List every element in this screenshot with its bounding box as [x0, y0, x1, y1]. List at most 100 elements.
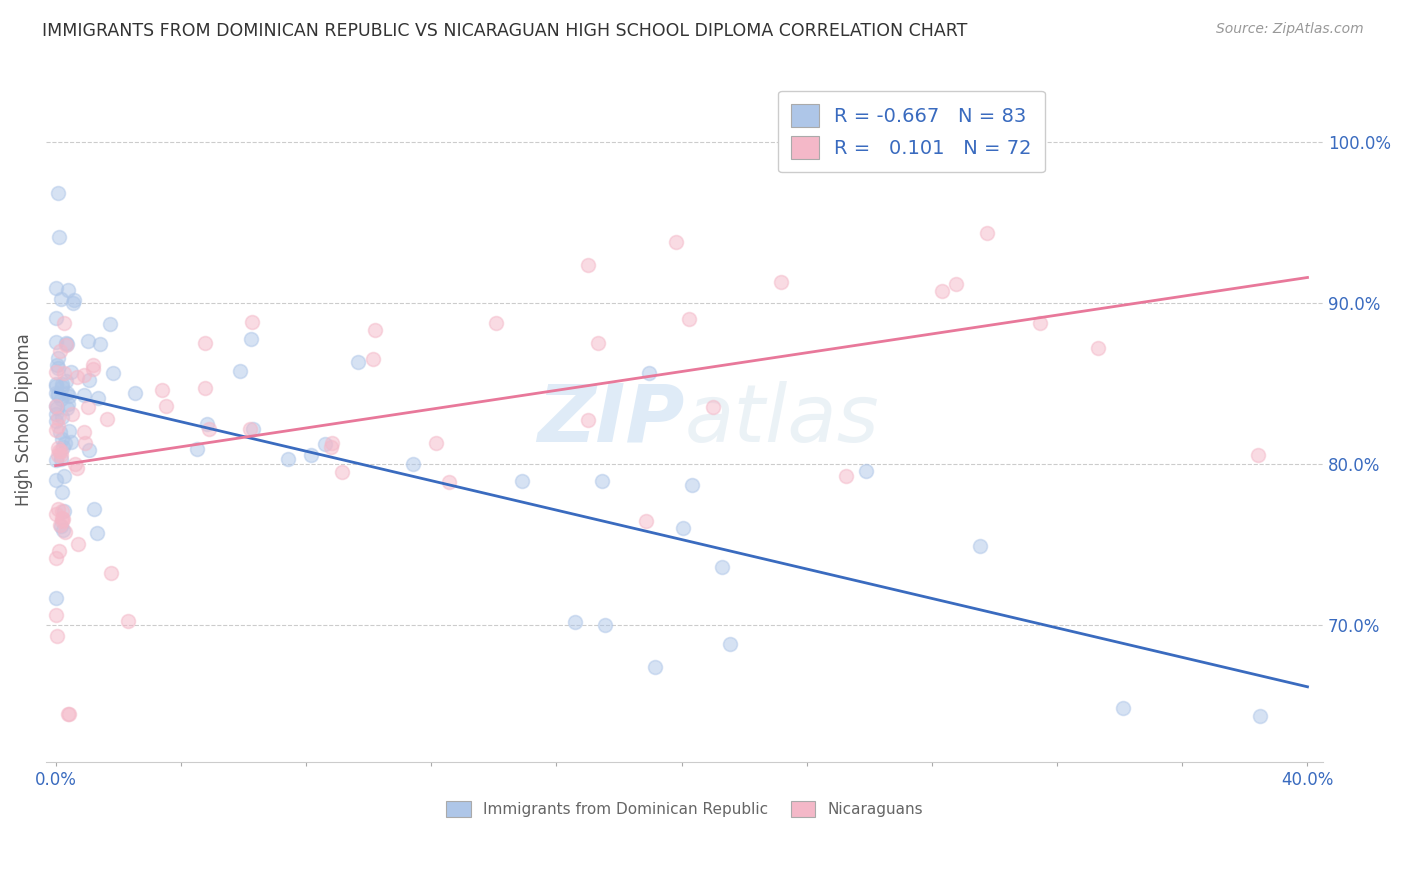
Point: [86, 526, 108, 541]
Point: [55, 374, 77, 388]
Point: [52, 468, 75, 483]
Point: [51, 432, 73, 446]
Text: ZIP: ZIP: [537, 381, 685, 459]
Point: [1029, 316, 1052, 330]
Point: [49, 344, 72, 359]
Point: [48, 544, 70, 558]
Point: [45, 379, 67, 393]
Point: [835, 469, 858, 483]
Point: [45, 607, 67, 622]
Point: [51, 410, 73, 425]
Point: [45, 473, 67, 487]
Point: [45, 358, 67, 372]
Point: [46, 502, 69, 516]
Point: [665, 235, 688, 249]
Point: [194, 381, 217, 395]
Point: [48, 229, 70, 244]
Point: [588, 336, 610, 351]
Point: [76, 334, 98, 348]
Point: [240, 315, 263, 329]
Point: [56, 283, 79, 297]
Point: [51, 443, 73, 458]
Point: [564, 615, 586, 629]
Point: [931, 284, 953, 298]
Point: [239, 422, 262, 436]
Point: [718, 638, 741, 652]
Point: [55, 525, 77, 540]
Legend: Immigrants from Dominican Republic, Nicaraguans: Immigrants from Dominican Republic, Nica…: [440, 795, 929, 823]
Point: [319, 440, 342, 454]
Point: [98, 317, 121, 331]
Point: [45, 591, 67, 606]
Point: [96, 412, 118, 426]
Point: [48, 351, 70, 365]
Point: [1247, 448, 1270, 462]
Point: [58, 424, 80, 438]
Text: Source: ZipAtlas.com: Source: ZipAtlas.com: [1216, 22, 1364, 37]
Point: [194, 336, 217, 351]
Point: [46, 361, 69, 376]
Point: [52, 504, 75, 518]
Point: [678, 312, 700, 326]
Point: [49, 517, 72, 532]
Point: [681, 478, 703, 492]
Point: [51, 376, 73, 391]
Point: [51, 380, 73, 394]
Point: [593, 617, 616, 632]
Point: [73, 436, 96, 450]
Point: [77, 373, 100, 387]
Point: [239, 332, 262, 346]
Point: [46, 410, 69, 425]
Point: [855, 464, 877, 478]
Point: [364, 323, 387, 337]
Point: [45, 385, 67, 400]
Point: [83, 501, 105, 516]
Point: [637, 366, 659, 380]
Point: [55, 336, 77, 351]
Point: [52, 512, 75, 526]
Point: [63, 457, 86, 471]
Point: [45, 407, 67, 421]
Point: [46, 388, 69, 402]
Point: [52, 367, 75, 381]
Point: [45, 311, 67, 326]
Point: [672, 521, 695, 535]
Point: [186, 442, 208, 457]
Point: [591, 474, 613, 488]
Point: [49, 518, 72, 533]
Point: [63, 293, 86, 308]
Point: [321, 435, 343, 450]
Point: [87, 392, 110, 406]
Point: [53, 436, 76, 450]
Point: [49, 451, 72, 466]
Point: [45, 551, 67, 566]
Point: [710, 560, 733, 574]
Point: [58, 389, 80, 403]
Text: atlas: atlas: [685, 381, 879, 459]
Point: [46, 441, 69, 455]
Text: IMMIGRANTS FROM DOMINICAN REPUBLIC VS NICARAGUAN HIGH SCHOOL DIPLOMA CORRELATION: IMMIGRANTS FROM DOMINICAN REPUBLIC VS NI…: [42, 22, 967, 40]
Point: [45, 366, 67, 380]
Point: [76, 400, 98, 414]
Point: [242, 422, 264, 436]
Point: [1249, 709, 1271, 723]
Point: [634, 514, 657, 528]
Point: [45, 334, 67, 349]
Point: [89, 337, 111, 351]
Point: [45, 399, 67, 413]
Point: [45, 376, 67, 391]
Point: [51, 293, 73, 307]
Y-axis label: High School Diploma: High School Diploma: [15, 334, 32, 507]
Point: [402, 457, 425, 471]
Point: [73, 425, 96, 439]
Point: [101, 366, 124, 380]
Point: [195, 417, 218, 432]
Point: [60, 407, 83, 421]
Point: [45, 507, 67, 521]
Point: [82, 361, 104, 376]
Point: [46, 386, 69, 401]
Point: [58, 707, 80, 722]
Point: [229, 363, 252, 377]
Point: [100, 566, 122, 581]
Point: [45, 414, 67, 428]
